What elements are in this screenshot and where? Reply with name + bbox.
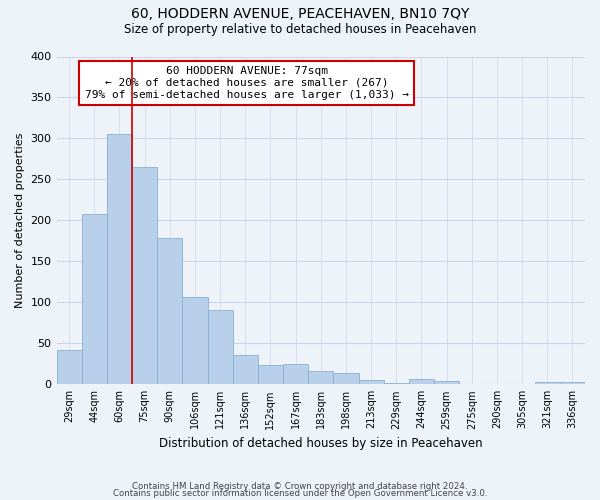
Bar [208, 310, 233, 384]
Bar [308, 371, 334, 384]
Bar [560, 382, 585, 384]
Text: Contains HM Land Registry data © Crown copyright and database right 2024.: Contains HM Land Registry data © Crown c… [132, 482, 468, 491]
Bar [383, 382, 409, 384]
Text: Size of property relative to detached houses in Peacehaven: Size of property relative to detached ho… [124, 22, 476, 36]
Text: 60, HODDERN AVENUE, PEACEHAVEN, BN10 7QY: 60, HODDERN AVENUE, PEACEHAVEN, BN10 7QY [131, 8, 469, 22]
Text: 60 HODDERN AVENUE: 77sqm
← 20% of detached houses are smaller (267)
79% of semi-: 60 HODDERN AVENUE: 77sqm ← 20% of detach… [85, 66, 409, 100]
Bar [157, 238, 182, 384]
Bar [334, 373, 359, 384]
Text: Contains public sector information licensed under the Open Government Licence v3: Contains public sector information licen… [113, 490, 487, 498]
Bar [233, 355, 258, 384]
Bar [409, 378, 434, 384]
X-axis label: Distribution of detached houses by size in Peacehaven: Distribution of detached houses by size … [159, 437, 482, 450]
Bar [359, 380, 383, 384]
Bar [107, 134, 132, 384]
Bar [258, 366, 283, 384]
Bar [535, 382, 560, 384]
Bar [82, 214, 107, 384]
Bar [434, 381, 459, 384]
Y-axis label: Number of detached properties: Number of detached properties [15, 132, 25, 308]
Bar [283, 364, 308, 384]
Bar [182, 298, 208, 384]
Bar [132, 167, 157, 384]
Bar [56, 350, 82, 384]
